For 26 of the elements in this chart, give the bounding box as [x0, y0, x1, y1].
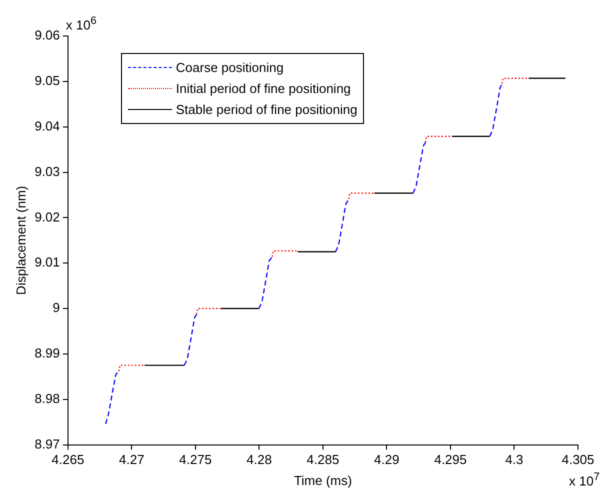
- x-tick-label: 4.275: [179, 452, 212, 468]
- y-axis-title: Displacement (nm): [13, 186, 28, 295]
- y-tick-label: 9.05: [34, 73, 60, 88]
- legend-label: Stable period of fine positioning: [176, 102, 358, 117]
- x-tick-label: 4.3: [505, 452, 524, 468]
- y-tick-label: 8.97: [34, 436, 60, 452]
- y-tick-label: 8.98: [34, 390, 60, 406]
- x-tick-label: 4.305: [562, 452, 594, 468]
- y-tick-label: 9.03: [34, 164, 60, 179]
- text: x 10$^{7}$: [569, 470, 600, 488]
- y-tick-label: 8.99: [34, 346, 60, 361]
- x-tick-label: 4.29: [374, 452, 400, 468]
- x-tick-label: 4.285: [306, 452, 340, 468]
- y-tick-label: 9.01: [34, 254, 60, 270]
- y-tick-label: 9.02: [34, 209, 60, 224]
- x-tick-label: 4.28: [246, 452, 272, 468]
- x-tick-label: 4.265: [52, 452, 84, 468]
- y-tick-label: 9: [52, 300, 60, 316]
- legend-label: Coarse positioning: [176, 60, 284, 75]
- x-tick-label: 4.27: [119, 452, 144, 468]
- text: x 10$^{6}$: [66, 15, 96, 32]
- x-axis-title: Time (ms): [294, 472, 352, 488]
- legend-label: Initial period of fine positioning: [176, 81, 351, 96]
- x-tick-label: 4.295: [434, 452, 467, 468]
- y-tick-label: 9.06: [34, 28, 60, 43]
- y-tick-label: 9.04: [34, 118, 60, 134]
